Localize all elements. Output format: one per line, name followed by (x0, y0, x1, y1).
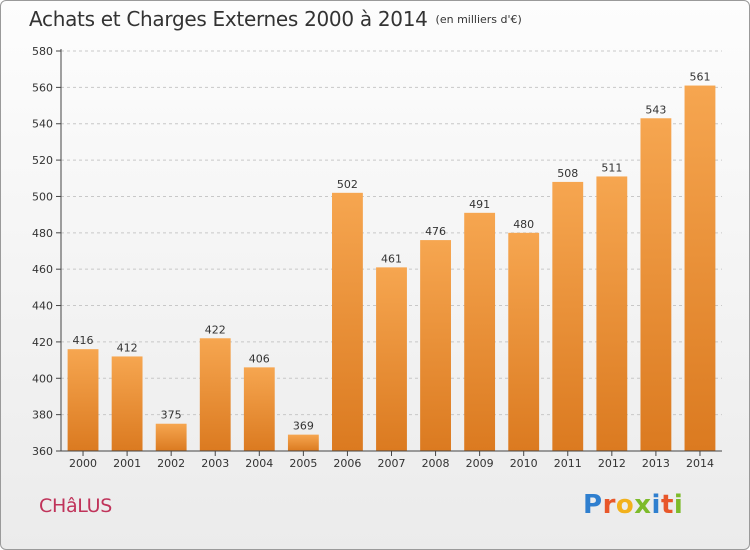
bar-2008[interactable] (420, 240, 451, 451)
y-tick-label: 400 (32, 372, 53, 385)
commune-name: CHâLUS (39, 495, 113, 517)
logo-letter: o (615, 490, 635, 520)
data-label: 561 (689, 71, 710, 84)
axes: 360 380 400 420 440 460 480 500 520 540 560 580 2000… (32, 45, 722, 470)
chart-unit: (en milliers d'€) (435, 13, 522, 26)
data-label: 461 (381, 252, 402, 265)
x-tick-label: 2008 (422, 457, 450, 470)
x-tick-label: 2001 (113, 457, 141, 470)
logo-letter: x (634, 490, 652, 520)
chart-title-block: Achats et Charges Externes 2000 à 2014 (e… (29, 7, 522, 31)
x-tick-label: 2004 (245, 457, 273, 470)
bars (67, 85, 716, 452)
bar-2004[interactable] (243, 367, 275, 451)
data-label: 406 (249, 352, 270, 365)
x-tick-label: 2005 (289, 457, 317, 470)
data-label: 511 (601, 161, 622, 174)
x-tick-label: 2010 (510, 457, 538, 470)
bar-2006[interactable] (332, 192, 363, 451)
x-tick-label: 2002 (157, 457, 185, 470)
x-tick-label: 2007 (378, 457, 406, 470)
y-tick-label: 500 (32, 190, 53, 203)
proxiti-logo[interactable]: Proxiti (583, 490, 683, 520)
y-tick-label: 380 (32, 409, 53, 422)
y-tick-label: 520 (32, 154, 53, 167)
data-label: 491 (469, 198, 490, 211)
x-tick-label: 2013 (642, 457, 670, 470)
data-label: 476 (425, 225, 446, 238)
x-tick-label: 2012 (598, 457, 626, 470)
bar-2007[interactable] (376, 267, 407, 451)
data-label: 375 (161, 409, 182, 422)
y-tick-label: 560 (32, 81, 53, 94)
bar-2010[interactable] (508, 232, 540, 451)
logo-letter: r (602, 490, 616, 520)
y-tick-label: 580 (32, 45, 53, 58)
bar-2013[interactable] (640, 118, 672, 451)
bar-2001[interactable] (111, 356, 143, 451)
y-tick-label: 360 (32, 445, 53, 458)
data-label: 480 (513, 218, 534, 231)
logo-letter: t (660, 490, 674, 520)
bar-2005[interactable] (287, 434, 319, 451)
data-label: 543 (645, 103, 666, 116)
logo-letter: i (673, 490, 684, 520)
y-tick-label: 420 (32, 336, 53, 349)
logo-letter: P (583, 490, 603, 520)
bar-2003[interactable] (199, 338, 231, 451)
data-label: 502 (337, 178, 358, 191)
bar-2011[interactable] (552, 181, 584, 451)
y-tick-label: 440 (32, 300, 53, 313)
x-tick-label: 2006 (333, 457, 361, 470)
logo-letter: i (651, 490, 661, 520)
data-label: 416 (73, 334, 94, 347)
bar-2009[interactable] (464, 212, 496, 451)
data-label: 422 (205, 323, 226, 336)
bar-2012[interactable] (596, 176, 628, 452)
x-tick-label: 2000 (69, 457, 97, 470)
y-tick-label: 460 (32, 263, 53, 276)
y-tick-label: 540 (32, 118, 53, 131)
y-tick-label: 480 (32, 227, 53, 240)
x-tick-label: 2014 (686, 457, 714, 470)
bar-2002[interactable] (155, 423, 187, 451)
chart-title: Achats et Charges Externes 2000 à 2014 (29, 7, 428, 31)
data-labels: 416 412 375 422 406 369 502 461 476 491 480 508 511 5… (73, 71, 711, 433)
bar-2000[interactable] (67, 349, 99, 451)
data-label: 369 (293, 420, 314, 433)
x-tick-label: 2011 (554, 457, 582, 470)
data-label: 412 (117, 341, 138, 354)
data-label: 508 (557, 167, 578, 180)
x-tick-label: 2003 (201, 457, 229, 470)
bar-2014[interactable] (684, 85, 716, 451)
x-tick-label: 2009 (466, 457, 494, 470)
